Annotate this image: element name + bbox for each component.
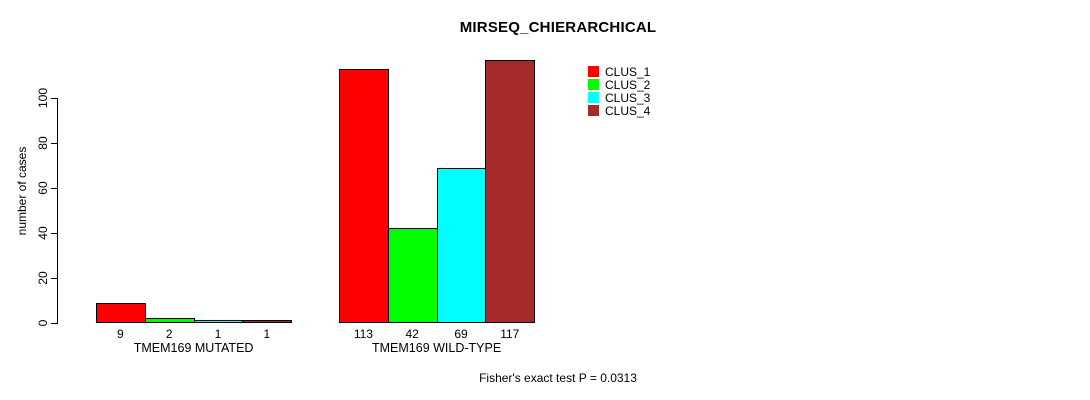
group-label: TMEM169 WILD-TYPE xyxy=(372,341,502,355)
bar-value-label: 117 xyxy=(500,327,520,341)
legend-swatch xyxy=(588,92,599,103)
y-tick-label: 60 xyxy=(36,181,50,195)
legend: CLUS_1 CLUS_2 CLUS_3 CLUS_4 xyxy=(588,64,651,118)
y-axis-title: number of cases xyxy=(15,146,29,236)
legend-item-label: CLUS_3 xyxy=(605,90,651,105)
bar xyxy=(436,168,487,323)
legend-item: CLUS_4 xyxy=(588,103,651,118)
legend-item: CLUS_2 xyxy=(588,77,651,92)
y-tick-label: 0 xyxy=(36,319,50,327)
bar-value-label: 9 xyxy=(117,327,124,341)
chart-title: MIRSEQ_CHIERARCHICAL xyxy=(459,19,657,36)
legend-item: CLUS_3 xyxy=(588,90,651,105)
bar-value-label: 1 xyxy=(263,327,271,341)
legend-item-label: CLUS_2 xyxy=(605,77,651,92)
y-axis-tick xyxy=(51,233,57,234)
bar xyxy=(193,320,244,323)
y-tick-label: 40 xyxy=(36,226,50,240)
bar-value-label: 2 xyxy=(165,327,173,341)
footnote-fisher-test: Fisher's exact test P = 0.0313 xyxy=(479,371,637,385)
y-axis-tick xyxy=(51,323,57,324)
bar xyxy=(144,318,195,323)
legend-item-label: CLUS_1 xyxy=(605,64,651,79)
bar xyxy=(339,69,389,323)
y-axis-tick xyxy=(51,143,57,144)
y-axis-line xyxy=(57,98,58,324)
y-axis-tick xyxy=(51,188,57,189)
legend-swatch xyxy=(588,105,599,116)
legend-item-label: CLUS_4 xyxy=(605,103,651,118)
y-axis-tick xyxy=(51,98,57,99)
bar-value-label: 1 xyxy=(214,327,222,341)
bar-value-label: 42 xyxy=(405,327,419,341)
y-tick-label: 80 xyxy=(36,136,50,150)
y-tick-label: 20 xyxy=(36,271,50,285)
legend-item: CLUS_1 xyxy=(588,64,651,79)
bar xyxy=(387,228,438,323)
legend-swatch xyxy=(588,79,599,90)
group-label: TMEM169 MUTATED xyxy=(133,341,254,355)
bar xyxy=(242,320,293,323)
bar xyxy=(96,303,146,323)
bar-value-label: 69 xyxy=(454,327,468,341)
y-tick-label: 100 xyxy=(36,87,50,109)
bar-value-label: 113 xyxy=(353,327,373,341)
y-axis-tick xyxy=(51,278,57,279)
bar xyxy=(485,60,536,323)
legend-swatch xyxy=(588,66,599,77)
